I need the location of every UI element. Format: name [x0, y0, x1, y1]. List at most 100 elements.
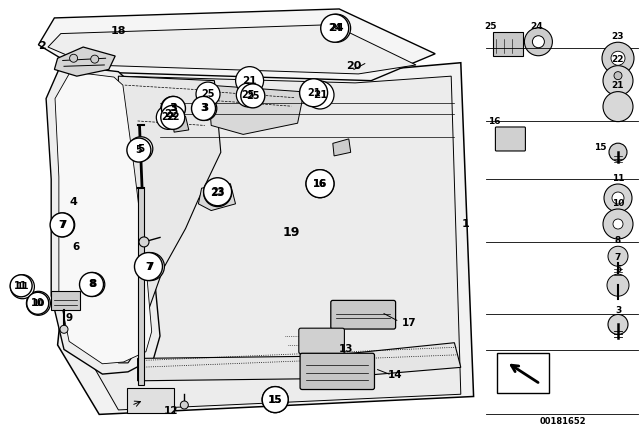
Text: 23: 23 [612, 32, 624, 41]
Circle shape [129, 137, 153, 161]
Text: 23: 23 [211, 188, 225, 198]
Circle shape [608, 246, 628, 266]
Circle shape [180, 401, 188, 409]
Circle shape [321, 14, 349, 42]
Text: 24: 24 [330, 23, 344, 33]
Text: 21: 21 [313, 90, 327, 100]
Circle shape [603, 92, 633, 121]
Text: 8: 8 [88, 280, 95, 289]
Circle shape [611, 51, 625, 65]
FancyBboxPatch shape [486, 0, 640, 448]
Text: 22: 22 [164, 109, 179, 119]
Text: 00181652: 00181652 [540, 417, 586, 426]
Text: 22: 22 [612, 55, 624, 64]
Text: 17: 17 [403, 318, 417, 327]
Polygon shape [208, 85, 304, 134]
Circle shape [50, 213, 74, 237]
Circle shape [236, 83, 260, 107]
Circle shape [524, 28, 552, 56]
Circle shape [603, 209, 633, 239]
Circle shape [236, 67, 264, 95]
Polygon shape [198, 184, 236, 211]
Text: 25: 25 [241, 90, 255, 100]
Circle shape [127, 138, 151, 162]
Circle shape [241, 84, 265, 108]
Circle shape [26, 291, 51, 315]
Text: 7: 7 [59, 220, 65, 230]
Text: 21: 21 [307, 88, 321, 98]
Text: 15: 15 [268, 395, 282, 405]
Text: 16: 16 [313, 179, 327, 189]
Polygon shape [80, 76, 461, 410]
Circle shape [27, 292, 49, 314]
Circle shape [134, 253, 163, 280]
Text: 21: 21 [243, 76, 257, 86]
Polygon shape [54, 47, 115, 76]
Polygon shape [333, 139, 351, 156]
Text: 10: 10 [31, 298, 45, 308]
FancyBboxPatch shape [331, 301, 396, 329]
Text: 3: 3 [170, 103, 177, 113]
Circle shape [532, 36, 545, 48]
Circle shape [608, 314, 628, 334]
Circle shape [193, 96, 217, 121]
Text: 1: 1 [462, 219, 470, 229]
Text: 2: 2 [38, 41, 45, 51]
FancyBboxPatch shape [299, 328, 344, 353]
Text: 22: 22 [161, 112, 175, 122]
Text: 7: 7 [145, 262, 152, 271]
Circle shape [161, 105, 185, 129]
Text: 23: 23 [211, 187, 225, 197]
Text: 8: 8 [615, 236, 621, 245]
Circle shape [70, 54, 77, 62]
Text: 3: 3 [615, 306, 621, 315]
Circle shape [191, 96, 216, 121]
Circle shape [79, 272, 104, 297]
Polygon shape [138, 343, 461, 381]
Polygon shape [48, 25, 416, 74]
Text: 25: 25 [246, 91, 260, 101]
Circle shape [306, 81, 334, 109]
Text: 15: 15 [268, 395, 282, 405]
Circle shape [602, 42, 634, 74]
Text: 18: 18 [111, 26, 126, 36]
Circle shape [612, 192, 624, 204]
Circle shape [60, 325, 68, 333]
Circle shape [204, 178, 232, 206]
Circle shape [262, 387, 288, 413]
FancyBboxPatch shape [495, 127, 525, 151]
Circle shape [604, 184, 632, 212]
Text: 4: 4 [70, 198, 77, 207]
FancyBboxPatch shape [497, 353, 549, 393]
Text: 11: 11 [612, 173, 624, 182]
Circle shape [306, 170, 334, 198]
Text: 3: 3 [200, 103, 207, 113]
Text: 11: 11 [16, 282, 29, 291]
Text: 5: 5 [136, 145, 142, 155]
Circle shape [81, 272, 105, 297]
Circle shape [196, 82, 220, 106]
Circle shape [91, 55, 99, 63]
Circle shape [136, 253, 164, 280]
Text: 20: 20 [346, 61, 362, 71]
Circle shape [607, 274, 629, 296]
Text: 16: 16 [488, 117, 500, 126]
Circle shape [300, 79, 328, 107]
Circle shape [603, 66, 633, 95]
Text: 6: 6 [72, 242, 79, 252]
Text: 7: 7 [147, 262, 154, 271]
Circle shape [323, 14, 351, 42]
Circle shape [139, 237, 149, 247]
Circle shape [306, 170, 334, 198]
Circle shape [10, 275, 35, 299]
Text: 8: 8 [89, 280, 97, 289]
Text: 7: 7 [59, 220, 67, 230]
Text: 22: 22 [166, 112, 180, 122]
Circle shape [262, 387, 288, 413]
Circle shape [613, 219, 623, 229]
Circle shape [51, 213, 75, 237]
Polygon shape [173, 116, 189, 132]
Text: 5: 5 [137, 144, 145, 154]
Circle shape [10, 275, 32, 297]
Polygon shape [46, 65, 160, 374]
